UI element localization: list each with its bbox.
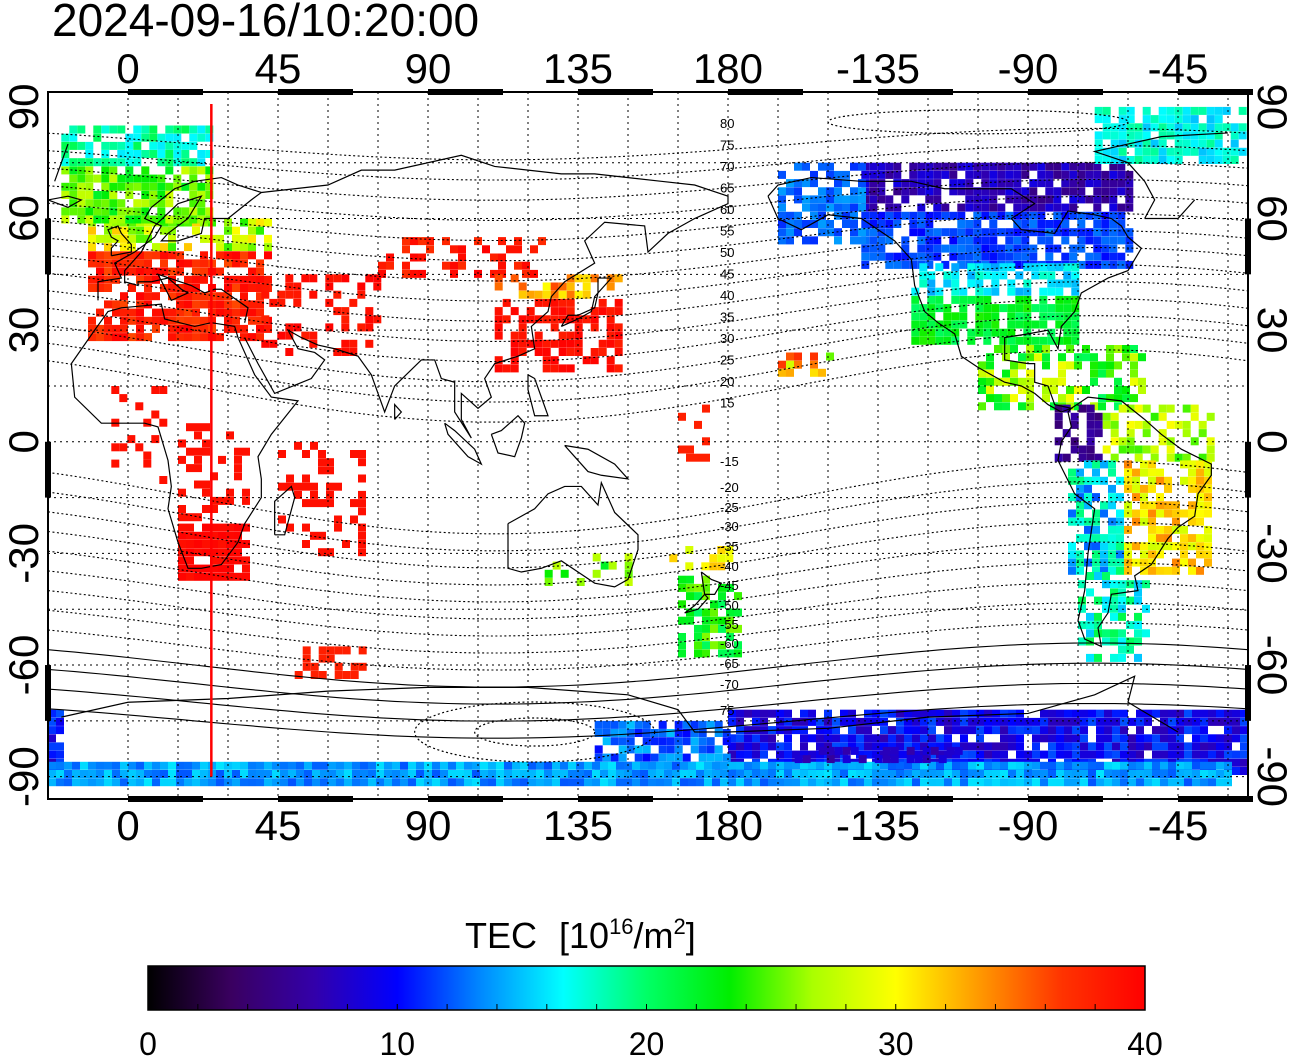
mlat-label: -60: [720, 636, 739, 651]
magnetic-latitude-contours: [47, 109, 1249, 763]
lat-tick-right: 90: [1249, 84, 1294, 131]
mlat-label: 30: [720, 331, 734, 346]
mlat-label: -30: [720, 519, 739, 534]
mlat-label: -15: [720, 454, 739, 469]
lon-tick-bottom: -135: [836, 802, 920, 849]
frame-edge-bars: [45, 89, 1253, 802]
lon-tick-bottom: 90: [405, 802, 452, 849]
lat-lon-grid: [48, 92, 1248, 799]
colorbar-title: TEC [1016/m2]: [465, 914, 696, 956]
mlat-label: 65: [720, 181, 734, 196]
lon-tick-bottom: -90: [998, 802, 1059, 849]
lon-tick-bottom: -45: [1148, 802, 1209, 849]
mlat-label: 60: [720, 202, 734, 217]
colorbar-ticks: 0 10 20 30 40: [139, 1004, 1163, 1057]
mlat-label: -50: [720, 598, 739, 613]
mlat-label: -55: [720, 617, 739, 632]
lon-tick-bottom: 135: [543, 802, 613, 849]
mlat-label: 15: [720, 396, 734, 411]
lon-tick-bottom: 45: [255, 802, 302, 849]
lat-tick-right: 0: [1249, 430, 1294, 453]
lon-tick-bottom: 0: [116, 802, 139, 849]
lat-tick-right: 30: [1249, 307, 1294, 354]
mlat-label: 35: [720, 310, 734, 325]
map-area: 80 75 70 65 60 55 50 45 40 35 30 25 20 15 -15 -20 -25 -30…: [45, 89, 1253, 802]
colorbar-tick-label: 10: [379, 1026, 415, 1057]
lat-tick-left: 30: [0, 307, 47, 354]
lon-tick-top: 0: [116, 45, 139, 92]
lon-tick-top: -45: [1148, 45, 1209, 92]
lat-tick-right: -90: [1249, 746, 1294, 807]
mlat-label: 40: [720, 288, 734, 303]
colorbar: [147, 965, 1146, 1011]
mlat-label: -45: [720, 578, 739, 593]
lat-tick-left: -60: [0, 635, 47, 696]
mlat-label: -40: [720, 559, 739, 574]
mlat-label: -70: [720, 677, 739, 692]
lat-tick-right: 60: [1249, 195, 1294, 242]
lat-tick-left: -90: [0, 746, 47, 807]
lon-tick-top: 45: [255, 45, 302, 92]
colorbar-tick-label: 40: [1127, 1026, 1163, 1057]
tec-data-cells: [48, 106, 1248, 787]
lon-tick-top: 90: [405, 45, 452, 92]
colorbar-tick-label: 20: [629, 1026, 665, 1057]
mlat-label: 80: [720, 116, 734, 131]
mlat-label: -25: [720, 500, 739, 515]
mlat-label: 20: [720, 374, 734, 389]
lat-tick-left: 0: [0, 430, 47, 453]
lon-tick-top: -135: [836, 45, 920, 92]
mlat-label: -65: [720, 656, 739, 671]
latitude-ticks-right: 90 60 30 0 -30 -60 -90: [1249, 84, 1294, 808]
mlat-label: 25: [720, 353, 734, 368]
lon-tick-top: 135: [543, 45, 613, 92]
mlat-label: 55: [720, 224, 734, 239]
mlat-label: -20: [720, 480, 739, 495]
lat-tick-left: 90: [0, 84, 47, 131]
mlat-label: 75: [720, 703, 734, 718]
longitude-ticks-bottom: 0 45 90 135 180 -135 -90 -45: [116, 802, 1208, 849]
magnetic-latitude-labels: 80 75 70 65 60 55 50 45 40 35 30 25 20 15 -15 -20 -25 -30…: [720, 116, 739, 718]
latitude-ticks-left: 90 60 30 0 -30 -60 -90: [0, 84, 47, 808]
colorbar-tick-label: 0: [139, 1026, 157, 1057]
mlat-label: 75: [720, 138, 734, 153]
timestamp-label: 2024-09-16/10:20:00: [52, 0, 479, 46]
longitude-ticks-top: 0 45 90 135 180 -135 -90 -45: [116, 45, 1208, 92]
lat-tick-left: 60: [0, 195, 47, 242]
mlat-label: 50: [720, 245, 734, 260]
lon-tick-top: -90: [998, 45, 1059, 92]
lat-tick-left: -30: [0, 523, 47, 584]
lat-tick-right: -60: [1249, 635, 1294, 696]
colorbar-tick-label: 30: [878, 1026, 914, 1057]
mlat-label: -35: [720, 539, 739, 554]
mlat-label: 70: [720, 159, 734, 174]
lat-tick-right: -30: [1249, 523, 1294, 584]
mlat-label: 45: [720, 267, 734, 282]
lon-tick-top: 180: [693, 45, 763, 92]
lon-tick-bottom: 180: [693, 802, 763, 849]
